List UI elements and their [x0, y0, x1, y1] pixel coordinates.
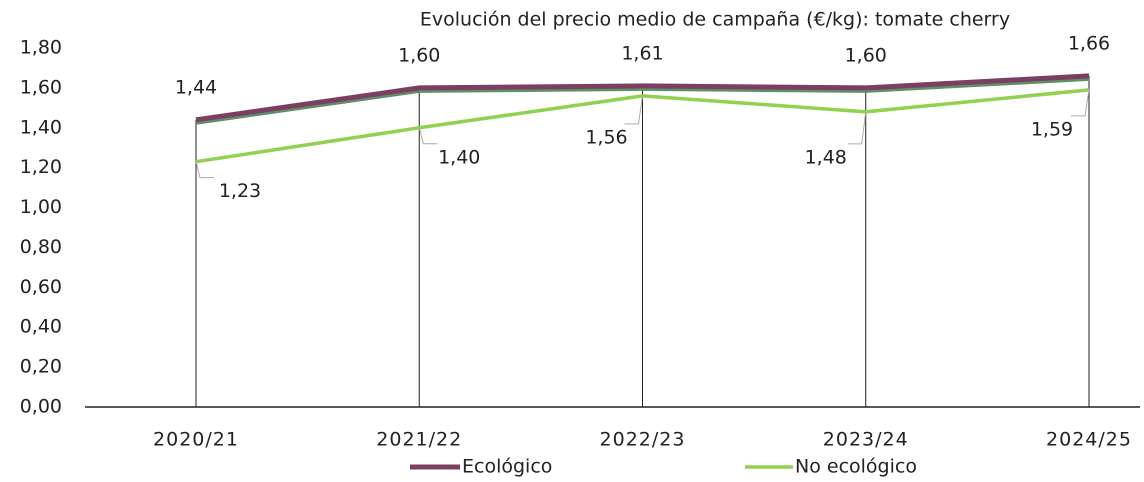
leader-line [418, 127, 438, 145]
series-line [195, 73, 1090, 123]
data-label: 1,61 [621, 42, 663, 64]
leader-line [1071, 89, 1090, 117]
y-tick-label: 1,80 [20, 37, 62, 59]
y-tick-label: 1,60 [20, 76, 62, 98]
leader-line [195, 161, 214, 179]
y-tick-label: 1,40 [20, 116, 62, 138]
data-label: 1,48 [805, 146, 847, 168]
x-tick-label: 2020/21 [153, 429, 239, 451]
data-label: 1,56 [585, 126, 627, 148]
series-shadow [195, 76, 1090, 125]
x-tick-label: 2023/24 [823, 429, 909, 451]
legend-label: No ecológico [795, 456, 917, 478]
data-label: 1,60 [398, 44, 440, 66]
data-label: 1,40 [438, 146, 480, 168]
y-tick-label: 0,20 [20, 356, 62, 378]
y-tick-label: 0,00 [20, 396, 62, 418]
data-label: 1,23 [219, 180, 261, 202]
y-tick-label: 0,60 [20, 276, 62, 298]
y-tick-label: 1,00 [20, 196, 62, 218]
leader-line [847, 111, 867, 145]
data-label: 1,59 [1031, 118, 1073, 140]
y-tick-label: 0,40 [20, 316, 62, 338]
chart-title: Evolución del precio medio de campaña (€… [420, 9, 1010, 31]
data-label: 1,60 [845, 44, 887, 66]
y-tick-label: 0,80 [20, 236, 62, 258]
data-label: 1,44 [175, 76, 217, 98]
x-tick-label: 2021/22 [376, 429, 462, 451]
leader-line [624, 95, 643, 125]
x-tick-label: 2024/25 [1046, 429, 1132, 451]
x-tick-label: 2022/23 [600, 429, 686, 451]
legend-label: Ecológico [462, 456, 552, 478]
data-label: 1,66 [1068, 32, 1110, 54]
y-tick-label: 1,20 [20, 156, 62, 178]
